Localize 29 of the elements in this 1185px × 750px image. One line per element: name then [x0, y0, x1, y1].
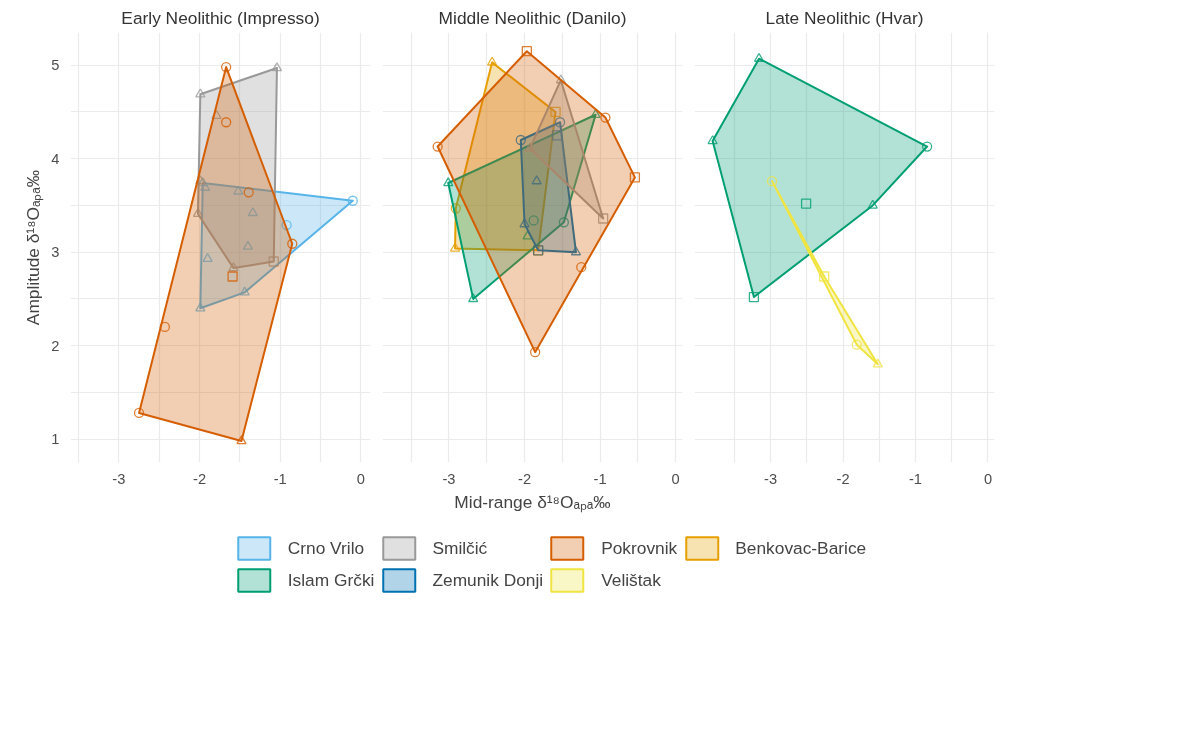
legend-label: Velištak [601, 569, 661, 591]
x-tick-label: -1 [909, 470, 923, 487]
chart-title: Middle Neolithic (Danilo) [438, 7, 627, 28]
x-tick-label: -2 [193, 470, 207, 487]
x-tick-label: -3 [112, 470, 126, 487]
chart-title: Early Neolithic (Impresso) [121, 7, 320, 28]
legend-label: Islam Grčki [287, 569, 375, 591]
x-tick-label: 0 [356, 470, 365, 487]
x-tick-label: -2 [518, 470, 532, 487]
x-tick-label: -3 [764, 470, 778, 487]
x-axis-title: Mid-range δ¹⁸Oₐₚₐ‰ [454, 491, 611, 513]
y-tick-label: 4 [51, 150, 60, 167]
x-tick-label: 0 [983, 470, 993, 487]
y-tick-label: 3 [51, 244, 60, 261]
legend-label: Pokrovnik [601, 537, 678, 559]
y-tick-label: 5 [51, 57, 60, 74]
legend-label: Smilčić [432, 537, 488, 559]
legend-label: Zemunik Donji [432, 569, 544, 591]
x-tick-label: -2 [836, 470, 850, 487]
y-tick-label: 1 [51, 431, 60, 448]
chart-title: Late Neolithic (Hvar) [765, 7, 924, 28]
y-tick-label: 2 [51, 337, 60, 354]
x-tick-label: -1 [273, 470, 287, 487]
x-tick-label: 0 [671, 470, 680, 487]
legend-label: Benkovac-Barice [735, 537, 867, 559]
x-tick-label: -3 [442, 470, 456, 487]
y-axis-title: Amplitude δ¹⁸Oₐₚₐ‰ [23, 169, 45, 326]
x-tick-label: -1 [593, 470, 607, 487]
legend-label: Crno Vrilo [287, 537, 365, 559]
